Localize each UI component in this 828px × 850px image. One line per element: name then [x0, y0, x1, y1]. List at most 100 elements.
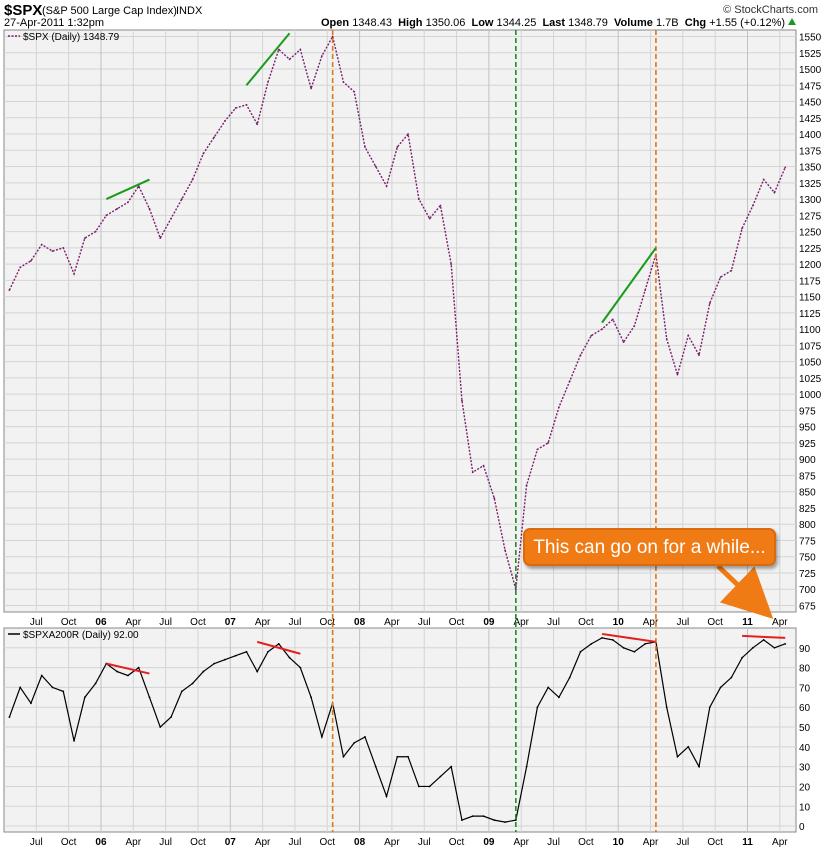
x-tick-label: Jul: [418, 617, 431, 628]
data-point: [30, 702, 32, 705]
low-value: 1344.25: [496, 17, 537, 29]
data-point: [676, 373, 679, 376]
data-point: [374, 765, 377, 768]
data-point: [245, 650, 248, 653]
data-point: [116, 670, 119, 673]
trendline-green: [105, 178, 150, 200]
data-point: [374, 165, 377, 168]
data-point: [73, 739, 75, 742]
y-tick-label: 1275: [799, 211, 822, 222]
data-point: [223, 120, 226, 122]
y-tick-label: 1075: [799, 341, 822, 352]
y-tick-label: 50: [799, 723, 811, 734]
data-point: [644, 289, 647, 292]
data-point: [277, 48, 280, 51]
callout-arrow: [716, 564, 774, 619]
volume-value: 1.7B: [656, 17, 679, 29]
data-point: [245, 103, 248, 106]
data-point: [353, 741, 356, 744]
legend-label: $SPX (Daily) 1348.79: [23, 32, 120, 43]
data-point: [30, 259, 32, 262]
data-point: [751, 204, 754, 207]
chg-value: +1.55 (+0.12%): [709, 17, 786, 29]
data-point: [601, 328, 603, 331]
data-point: [407, 755, 409, 758]
data-point: [439, 775, 442, 778]
x-tick-label: Apr: [513, 617, 529, 628]
x-tick-label: Apr: [772, 837, 788, 848]
y-tick-label: 925: [799, 439, 816, 450]
x-tick-label: Oct: [449, 617, 465, 628]
data-point: [558, 406, 560, 409]
data-point: [159, 726, 162, 728]
datetime-label: 27-Apr-2011 1:32pm: [4, 17, 105, 29]
data-point: [568, 676, 571, 679]
data-point: [708, 302, 711, 305]
data-point: [471, 471, 474, 474]
data-point: [267, 650, 269, 653]
y-tick-label: 1475: [799, 81, 822, 92]
data-point: [62, 246, 65, 249]
data-point: [396, 146, 399, 148]
data-point: [482, 464, 485, 467]
x-tick-label: Oct: [190, 837, 206, 848]
data-point: [73, 272, 75, 275]
data-point: [514, 588, 517, 591]
data-point: [127, 674, 129, 677]
data-point: [277, 642, 280, 645]
last-value: 1348.79: [568, 17, 608, 29]
x-tick-label: Jul: [547, 617, 560, 628]
data-point: [622, 341, 625, 344]
data-point: [471, 815, 474, 818]
y-tick-label: 1125: [799, 309, 821, 320]
data-point: [148, 696, 151, 699]
x-tick-label: 08: [354, 837, 366, 848]
data-point: [8, 716, 11, 719]
y-tick-label: 80: [799, 664, 811, 675]
y-tick-label: 1175: [799, 276, 821, 287]
y-tick-label: 1550: [799, 33, 822, 44]
y-tick-label: 20: [799, 782, 811, 793]
x-tick-label: Oct: [578, 837, 594, 848]
index-name: (S&P 500 Large Cap Index): [42, 5, 177, 17]
y-tick-label: 900: [799, 455, 816, 466]
data-point: [730, 676, 733, 679]
x-tick-label: Apr: [126, 837, 142, 848]
x-tick-label: Jul: [676, 617, 689, 628]
data-point: [504, 549, 506, 552]
x-tick-label: 07: [225, 837, 237, 848]
y-tick-label: 1300: [799, 195, 822, 206]
symbol-title: $SPX: [4, 2, 43, 19]
x-tick-label: Apr: [513, 837, 529, 848]
data-point: [719, 686, 722, 689]
x-tick-label: Apr: [772, 617, 788, 628]
y-tick-label: 1200: [799, 260, 822, 271]
data-point: [687, 745, 690, 748]
data-point: [698, 765, 700, 768]
exchange-label: INDX: [176, 5, 203, 17]
x-tick-label: Apr: [643, 617, 659, 628]
data-point: [525, 484, 528, 487]
data-point: [579, 650, 582, 653]
y-tick-label: 700: [799, 585, 816, 596]
chg-label: Chg: [684, 17, 707, 29]
data-point: [51, 686, 54, 689]
data-point: [353, 90, 356, 93]
data-point: [62, 690, 65, 693]
data-point: [633, 324, 636, 327]
data-point: [665, 706, 668, 709]
data-point: [439, 204, 442, 207]
x-tick-label: Jul: [159, 837, 172, 848]
data-point: [773, 191, 776, 194]
y-tick-label: 850: [799, 488, 816, 499]
data-point: [719, 276, 722, 279]
data-point: [299, 48, 302, 51]
data-point: [590, 334, 593, 337]
x-tick-label: 09: [483, 617, 495, 628]
data-point: [428, 785, 431, 788]
data-point: [536, 448, 539, 451]
data-point: [514, 819, 517, 822]
data-point: [116, 207, 119, 210]
y-tick-label: 950: [799, 423, 816, 434]
